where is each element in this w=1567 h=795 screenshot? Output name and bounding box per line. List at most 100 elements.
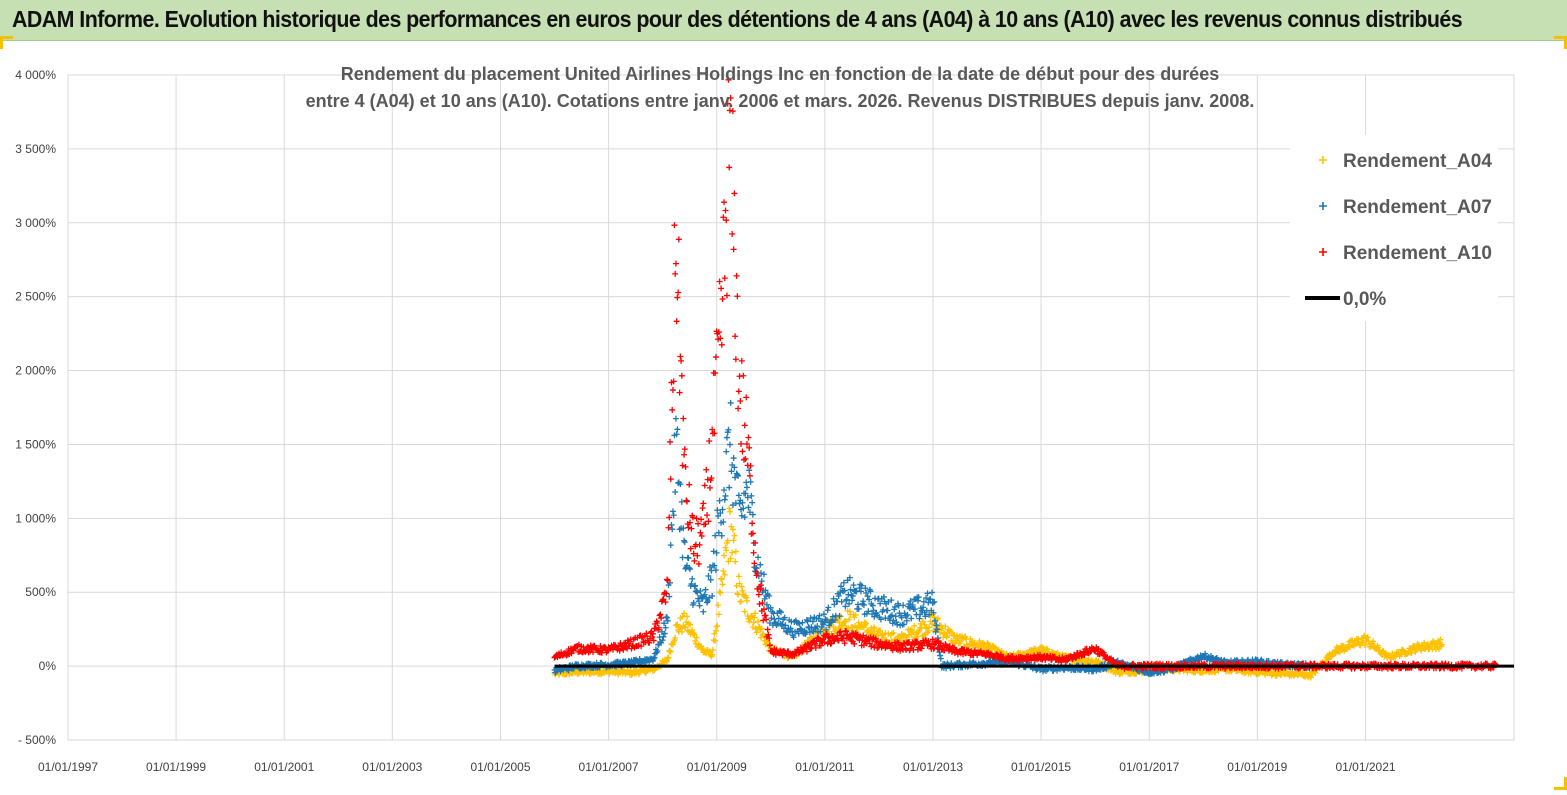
data-point (731, 455, 737, 461)
data-point (723, 493, 729, 499)
data-point (676, 236, 682, 242)
data-point (929, 589, 935, 595)
y-tick-label: 2 500% (15, 290, 56, 304)
x-tick-label: 01/01/2013 (903, 760, 963, 774)
data-point (748, 479, 754, 485)
data-point (685, 555, 691, 561)
data-point (734, 591, 740, 597)
data-point (689, 576, 695, 582)
corner-marker-top-right (1554, 36, 1567, 49)
data-point (707, 485, 713, 491)
y-axis: - 500%0%500%1 000%1 500%2 000%2 500%3 00… (15, 68, 56, 747)
data-point (720, 581, 726, 587)
legend-label: Rendement_A10 (1343, 243, 1492, 264)
data-point (731, 533, 737, 539)
data-point (726, 485, 732, 491)
data-point (717, 590, 723, 596)
data-point (722, 275, 728, 281)
data-point (731, 246, 737, 252)
chart-title: Rendement du placement United Airlines H… (306, 64, 1255, 111)
data-point (938, 656, 944, 662)
data-point (664, 577, 670, 583)
data-point (672, 489, 678, 495)
data-point (678, 358, 684, 364)
data-point (744, 484, 750, 490)
data-point (776, 615, 782, 621)
data-point (664, 615, 670, 621)
data-point (679, 373, 685, 379)
data-point (691, 558, 697, 564)
y-tick-label: 0% (39, 659, 57, 673)
data-point (700, 609, 706, 615)
data-point (695, 521, 701, 527)
legend-label: Rendement_A07 (1343, 197, 1492, 218)
data-point (657, 611, 663, 617)
chart-frame: - 500%0%500%1 000%1 500%2 000%2 500%3 00… (0, 40, 1567, 790)
data-point (697, 603, 703, 609)
data-point (723, 208, 729, 214)
x-tick-label: 01/01/2021 (1336, 760, 1396, 774)
data-point (696, 561, 702, 567)
data-point (731, 190, 737, 196)
data-point (684, 498, 690, 504)
data-point (732, 333, 738, 339)
data-point (747, 473, 753, 479)
data-point (890, 620, 896, 626)
data-point (724, 293, 730, 299)
data-point (732, 559, 738, 565)
data-point (713, 354, 719, 360)
chart-title-line: entre 4 (A04) et 10 ans (A10). Cotations… (306, 91, 1255, 111)
data-point (721, 487, 727, 493)
x-tick-label: 01/01/2009 (687, 760, 747, 774)
data-point (719, 533, 725, 539)
data-point (745, 435, 751, 441)
data-point (686, 482, 692, 488)
data-point (900, 602, 906, 608)
y-tick-label: 500% (25, 585, 56, 599)
data-point (679, 499, 685, 505)
data-point (755, 618, 761, 624)
data-point (706, 438, 712, 444)
x-tick-label: 01/01/2003 (362, 760, 422, 774)
data-point (726, 164, 732, 170)
data-point (700, 500, 706, 506)
x-tick-label: 01/01/2011 (795, 760, 854, 774)
corner-marker-bottom-right (1554, 777, 1567, 790)
data-point (720, 214, 726, 220)
data-point (731, 537, 737, 543)
banner: ADAM Informe. Evolution historique des p… (0, 0, 1567, 41)
chart: - 500%0%500%1 000%1 500%2 000%2 500%3 00… (0, 40, 1567, 790)
data-point (855, 602, 861, 608)
data-point (680, 415, 686, 421)
data-point (755, 554, 761, 560)
data-point (688, 526, 694, 532)
data-point (683, 464, 689, 470)
y-tick-label: - 500% (18, 733, 56, 747)
data-point (668, 542, 674, 548)
data-point (719, 576, 725, 582)
data-point (703, 467, 709, 473)
data-point (851, 582, 857, 588)
data-point (749, 520, 755, 526)
data-point (718, 285, 724, 291)
banner-title: ADAM Informe. Evolution historique des p… (12, 6, 1462, 33)
data-point (666, 594, 672, 600)
data-point (673, 261, 679, 267)
x-tick-label: 01/01/2015 (1011, 760, 1071, 774)
data-point (738, 441, 744, 447)
data-point (734, 273, 740, 279)
data-point (733, 356, 739, 362)
y-tick-label: 1 500% (15, 437, 56, 451)
data-point (666, 525, 672, 531)
data-point (737, 398, 743, 404)
data-point (937, 653, 943, 659)
data-point (727, 509, 733, 515)
data-point (726, 505, 732, 511)
data-point (728, 468, 734, 474)
x-tick-label: 01/01/2007 (579, 760, 639, 774)
data-point (885, 607, 891, 613)
legend-label: Rendement_A04 (1343, 151, 1492, 172)
data-point (759, 578, 765, 584)
legend-label: 0,0% (1343, 289, 1386, 310)
